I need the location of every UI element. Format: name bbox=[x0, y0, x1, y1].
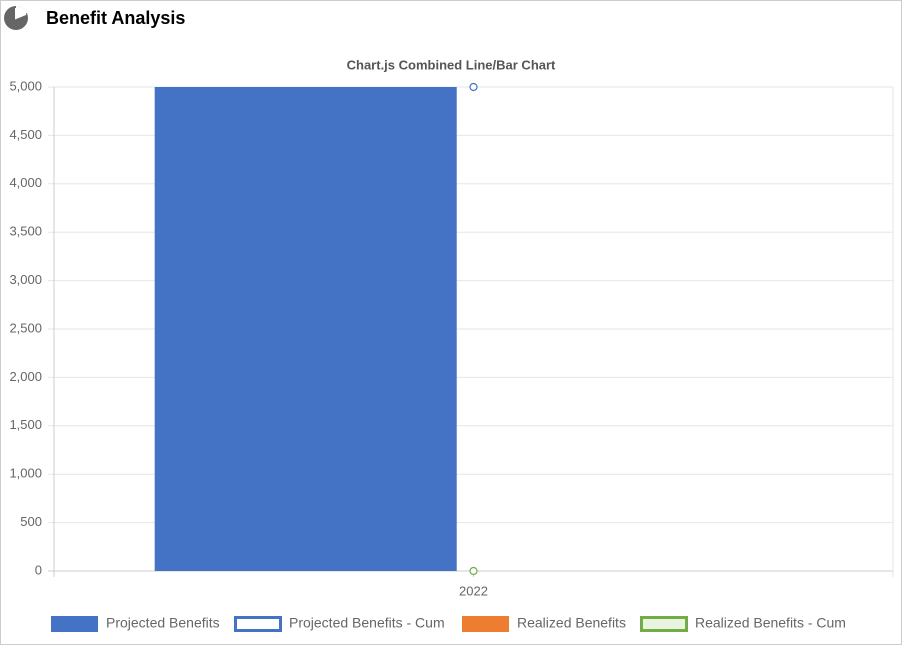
legend-swatch bbox=[640, 616, 688, 632]
y-tick-label: 4,000 bbox=[9, 175, 42, 190]
legend-swatch bbox=[234, 616, 282, 632]
y-tick-label: 4,500 bbox=[9, 127, 42, 142]
line-point bbox=[469, 82, 478, 92]
y-tick-label: 5,000 bbox=[9, 78, 42, 93]
y-tick-label: 3,500 bbox=[9, 224, 42, 239]
y-tick-label: 500 bbox=[20, 514, 42, 529]
y-tick-label: 2,000 bbox=[9, 369, 42, 384]
legend-swatch bbox=[462, 616, 509, 632]
y-tick-label: 1,000 bbox=[9, 466, 42, 481]
header-icon bbox=[4, 5, 28, 30]
legend-label: Projected Benefits - Cum bbox=[289, 615, 445, 631]
header-title: Benefit Analysis bbox=[46, 8, 185, 28]
chart-title: Chart.js Combined Line/Bar Chart bbox=[347, 57, 556, 72]
y-tick-label: 1,500 bbox=[9, 417, 42, 432]
legend-label: Realized Benefits - Cum bbox=[695, 615, 846, 631]
legend-swatch bbox=[51, 616, 98, 632]
legend-label: Realized Benefits bbox=[517, 615, 626, 631]
y-tick-label: 0 bbox=[35, 562, 42, 577]
legend-label: Projected Benefits bbox=[106, 615, 220, 631]
y-tick-label: 3,000 bbox=[9, 272, 42, 287]
y-tick-label: 2,500 bbox=[9, 320, 42, 335]
x-tick-label: 2022 bbox=[459, 583, 488, 598]
line-point bbox=[469, 566, 478, 576]
bar bbox=[154, 87, 457, 571]
